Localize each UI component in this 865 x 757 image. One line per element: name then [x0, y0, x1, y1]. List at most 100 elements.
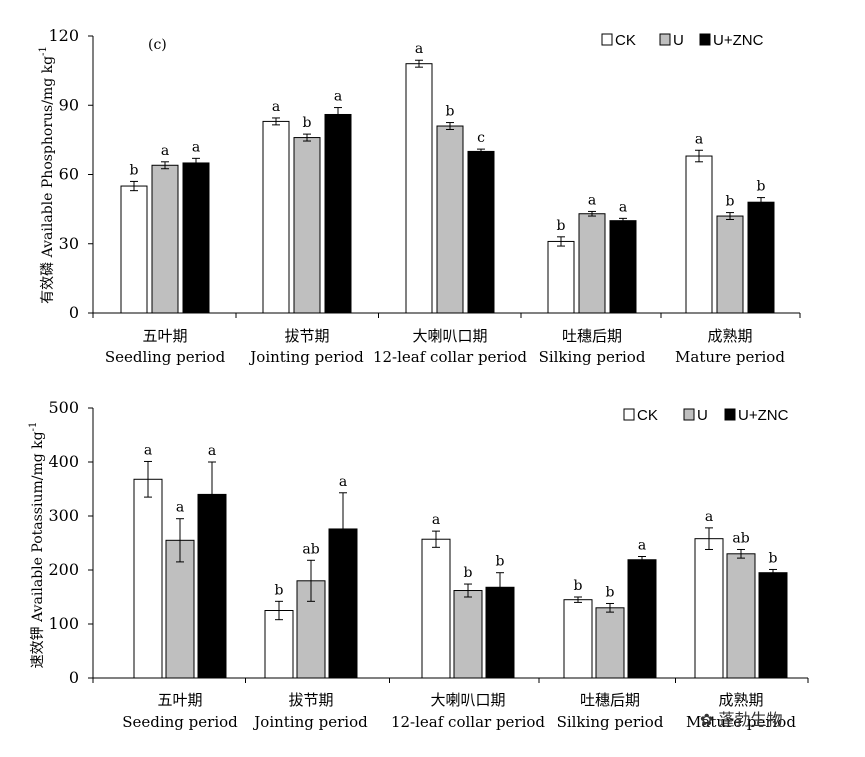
bar-u: [293, 137, 321, 314]
bar-u: [436, 125, 464, 314]
significance-letter: a: [619, 199, 627, 215]
bar-u: [595, 607, 625, 679]
bar-ck: [264, 610, 294, 679]
x-category-label-zh: 成熟期: [718, 691, 763, 709]
bar-u: [165, 539, 195, 679]
watermark: ✿ 蓬勃生物: [700, 706, 783, 730]
significance-letter: b: [275, 582, 284, 598]
legend-swatch: [724, 408, 736, 421]
bar-u-znc: [182, 162, 210, 314]
significance-letter: b: [130, 162, 139, 178]
significance-letter: a: [161, 143, 169, 159]
x-category-label-en: Jointing period: [248, 348, 364, 366]
bar-u-znc: [758, 572, 788, 679]
x-category-label-zh: 五叶期: [157, 691, 202, 709]
x-category-label-en: Mature period: [675, 348, 785, 366]
significance-letter: c: [477, 130, 485, 146]
significance-letter: a: [176, 500, 184, 516]
bar-ck: [133, 478, 163, 679]
significance-letter: a: [695, 131, 703, 147]
significance-letter: b: [557, 218, 566, 234]
x-category-label-en: Seeding period: [122, 713, 238, 731]
y-tick-label: 200: [48, 560, 79, 579]
y-tick-label: 0: [69, 668, 79, 687]
x-category-label-zh: 吐穗后期: [580, 691, 640, 709]
x-category-label-en: Jointing period: [252, 713, 368, 731]
bar-u-znc: [609, 220, 637, 314]
watermark-text: 蓬勃生物: [718, 710, 783, 729]
y-tick-label: 120: [48, 26, 79, 45]
x-category-label-zh: 五叶期: [142, 327, 187, 345]
legend-label: U+ZNC: [738, 407, 789, 424]
bar-ck: [547, 240, 575, 314]
significance-letter: b: [446, 104, 455, 120]
significance-letter: a: [339, 474, 347, 490]
significance-letter: ab: [302, 541, 319, 557]
x-category-label-zh: 成熟期: [707, 327, 752, 345]
bar-u-znc: [324, 113, 352, 314]
watermark-logo-icon: ✿: [700, 710, 714, 729]
bar-u: [578, 213, 606, 314]
significance-letter: b: [464, 565, 473, 581]
significance-letter: a: [192, 139, 200, 155]
x-category-label-zh: 拔节期: [284, 327, 329, 345]
significance-letter: a: [432, 512, 440, 528]
significance-letter: ab: [732, 530, 749, 546]
significance-letter: a: [415, 41, 423, 57]
y-axis-label: 速效钾 Available Potassium/mg kg-1: [28, 422, 46, 669]
y-tick-label: 100: [48, 614, 79, 633]
bar-u-znc: [747, 201, 775, 314]
x-category-label-en: Seedling period: [105, 348, 226, 366]
y-tick-label: 500: [48, 398, 79, 417]
x-category-label-en: 12-leaf collar period: [373, 348, 527, 366]
bar-u-znc: [627, 559, 657, 679]
y-tick-label: 0: [69, 303, 79, 322]
bar-ck: [694, 538, 724, 679]
bar-u: [716, 215, 744, 314]
x-category-label-en: Mature period: [686, 713, 796, 731]
legend-label: U+ZNC: [713, 32, 764, 49]
legend-label: U: [697, 407, 708, 424]
bar-u: [726, 553, 756, 679]
panel-label: (c): [148, 37, 167, 53]
legend-swatch: [601, 33, 613, 46]
significance-letter: b: [757, 179, 766, 195]
bar-u: [453, 590, 483, 679]
bar-u-znc: [467, 150, 495, 314]
legend-swatch: [699, 33, 711, 46]
x-category-label-en: Silking period: [557, 713, 664, 731]
bar-ck: [421, 538, 451, 679]
significance-letter: b: [574, 578, 583, 594]
significance-letter: b: [496, 554, 505, 570]
x-category-label-zh: 吐穗后期: [562, 327, 622, 345]
bar-u: [151, 164, 179, 314]
y-tick-label: 90: [59, 95, 79, 114]
y-tick-label: 30: [59, 234, 79, 253]
x-category-label-en: Silking period: [539, 348, 646, 366]
significance-letter: b: [606, 584, 615, 600]
x-category-label-en: 12-leaf collar period: [391, 713, 545, 731]
significance-letter: a: [588, 192, 596, 208]
legend-swatch: [623, 408, 635, 421]
x-category-label-zh: 拔节期: [288, 691, 333, 709]
bar-ck: [405, 63, 433, 314]
significance-letter: a: [272, 99, 280, 115]
y-tick-label: 300: [48, 506, 79, 525]
x-category-label-zh: 大喇叭口期: [412, 327, 487, 345]
legend-label: CK: [615, 32, 636, 49]
y-tick-label: 400: [48, 452, 79, 471]
significance-letter: a: [705, 509, 713, 525]
legend-swatch: [683, 408, 695, 421]
significance-letter: a: [334, 89, 342, 105]
significance-letter: b: [726, 194, 735, 210]
bar-ck: [563, 599, 593, 679]
y-tick-label: 60: [59, 165, 79, 184]
significance-letter: a: [638, 538, 646, 554]
bar-ck: [685, 155, 713, 314]
significance-letter: b: [303, 115, 312, 131]
y-axis-label: 有效磷 Available Phosphorus/mg kg-1: [38, 46, 56, 304]
bar-ck: [262, 120, 290, 314]
